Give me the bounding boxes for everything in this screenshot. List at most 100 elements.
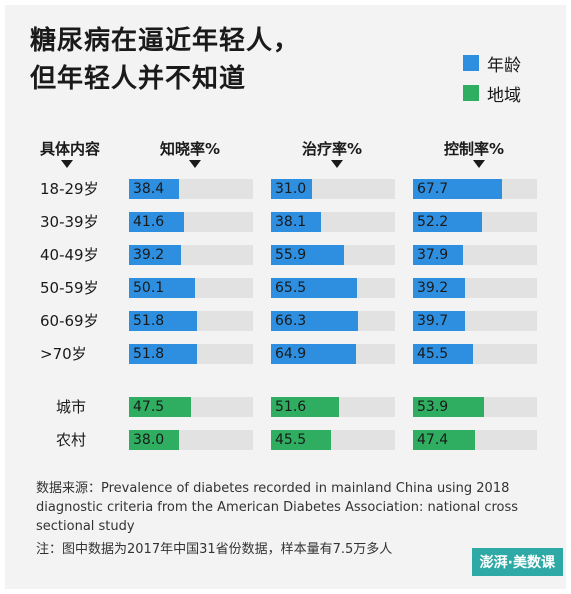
bar-control <box>413 344 473 364</box>
bar-track-treatment: 64.9 <box>271 344 395 364</box>
bar-treatment <box>271 397 339 417</box>
bar-value-label: 37.9 <box>417 247 449 263</box>
bar-track-awareness: 39.2 <box>129 245 253 265</box>
bar-track-control: 45.5 <box>413 344 537 364</box>
legend-item-region: 地域 <box>463 78 521 108</box>
bar-value-label: 51.8 <box>133 346 165 362</box>
source-line-1: 数据来源：Prevalence of diabetes recorded in … <box>36 481 510 496</box>
bar-track-awareness: 50.1 <box>129 278 253 298</box>
column-header-treatment: 治疗率% <box>302 140 363 158</box>
bar-value-label: 53.9 <box>417 399 449 415</box>
bar-awareness <box>129 212 184 232</box>
bar-control <box>413 278 465 298</box>
bar-track-treatment: 66.3 <box>271 311 395 331</box>
bar-value-label: 31.0 <box>275 181 307 197</box>
page-title: 糖尿病在逼近年轻人， 但年轻人并不知道 <box>30 22 300 98</box>
bar-awareness <box>129 278 195 298</box>
row-label: >70岁 <box>40 345 87 363</box>
legend-item-age: 年龄 <box>463 48 521 78</box>
row-label: 60-69岁 <box>40 312 99 330</box>
title-line-1: 糖尿病在逼近年轻人， <box>30 26 301 56</box>
bar-value-label: 38.1 <box>275 214 307 230</box>
bar-treatment <box>271 278 358 298</box>
bar-value-label: 55.9 <box>275 247 307 263</box>
bar-control <box>413 430 476 450</box>
header-marker-control <box>473 160 485 168</box>
bar-value-label: 50.1 <box>133 280 165 296</box>
bar-value-label: 67.7 <box>417 181 449 197</box>
bar-treatment <box>271 311 359 331</box>
bar-awareness <box>129 397 192 417</box>
column-header-awareness: 知晓率% <box>160 140 221 158</box>
bar-control <box>413 212 482 232</box>
bar-track-awareness: 51.8 <box>129 344 253 364</box>
bar-track-control: 39.2 <box>413 278 537 298</box>
bar-value-label: 39.2 <box>133 247 165 263</box>
legend-swatch-age <box>463 55 479 71</box>
bar-value-label: 65.5 <box>275 280 307 296</box>
bar-track-treatment: 31.0 <box>271 179 395 199</box>
bar-treatment <box>271 245 345 265</box>
bar-control <box>413 245 463 265</box>
row-label: 40-49岁 <box>40 246 99 264</box>
bar-value-label: 64.9 <box>275 346 307 362</box>
bar-awareness <box>129 430 179 450</box>
bar-value-label: 51.8 <box>133 313 165 329</box>
bar-treatment <box>271 430 331 450</box>
bar-treatment <box>271 212 322 232</box>
legend-swatch-region <box>463 85 479 101</box>
footnote: 注：图中数据为2017年中国31省份数据，样本量有7.5万多人 <box>36 542 393 557</box>
bar-awareness <box>129 311 198 331</box>
bar-control <box>413 311 466 331</box>
header-marker-treatment <box>331 160 343 168</box>
bar-value-label: 41.6 <box>133 214 165 230</box>
legend: 年龄 地域 <box>463 48 521 108</box>
bar-track-control: 39.7 <box>413 311 537 331</box>
bar-awareness <box>129 245 181 265</box>
title-line-2: 但年轻人并不知道 <box>30 64 247 94</box>
column-header-control: 控制率% <box>444 140 505 158</box>
bar-track-treatment: 55.9 <box>271 245 395 265</box>
row-label: 50-59岁 <box>40 279 99 297</box>
bar-value-label: 45.5 <box>417 346 449 362</box>
source-line-3: sectional study <box>36 519 135 534</box>
header-marker-awareness <box>189 160 201 168</box>
bar-track-awareness: 51.8 <box>129 311 253 331</box>
bar-awareness <box>129 179 180 199</box>
column-header-group: 具体内容 <box>40 140 101 158</box>
bar-value-label: 38.4 <box>133 181 165 197</box>
bar-track-treatment: 65.5 <box>271 278 395 298</box>
header-marker-group <box>61 160 73 168</box>
bar-value-label: 38.0 <box>133 432 165 448</box>
row-label: 30-39岁 <box>40 213 99 231</box>
bar-value-label: 51.6 <box>275 399 307 415</box>
bar-treatment <box>271 179 312 199</box>
bar-track-treatment: 51.6 <box>271 397 395 417</box>
row-label: 18-29岁 <box>40 180 99 198</box>
bar-track-control: 47.4 <box>413 430 537 450</box>
bar-track-awareness: 38.0 <box>129 430 253 450</box>
legend-label-region: 地域 <box>487 85 521 106</box>
bar-value-label: 52.2 <box>417 214 449 230</box>
bar-value-label: 66.3 <box>275 313 307 329</box>
bar-track-awareness: 47.5 <box>129 397 253 417</box>
bar-awareness <box>129 344 198 364</box>
bar-track-control: 52.2 <box>413 212 537 232</box>
bar-track-treatment: 45.5 <box>271 430 395 450</box>
bar-value-label: 39.2 <box>417 280 449 296</box>
bar-treatment <box>271 344 357 364</box>
bar-track-control: 67.7 <box>413 179 537 199</box>
legend-label-age: 年龄 <box>487 55 521 76</box>
bar-track-treatment: 38.1 <box>271 212 395 232</box>
bar-control <box>413 179 502 199</box>
bar-track-control: 53.9 <box>413 397 537 417</box>
row-label: 农村 <box>56 431 87 449</box>
bar-track-awareness: 38.4 <box>129 179 253 199</box>
bar-track-awareness: 41.6 <box>129 212 253 232</box>
bar-value-label: 47.4 <box>417 432 449 448</box>
bar-value-label: 39.7 <box>417 313 449 329</box>
bar-track-control: 37.9 <box>413 245 537 265</box>
row-label: 城市 <box>56 398 87 416</box>
publisher-logo: 澎湃·美数课 <box>471 548 563 576</box>
bar-value-label: 45.5 <box>275 432 307 448</box>
